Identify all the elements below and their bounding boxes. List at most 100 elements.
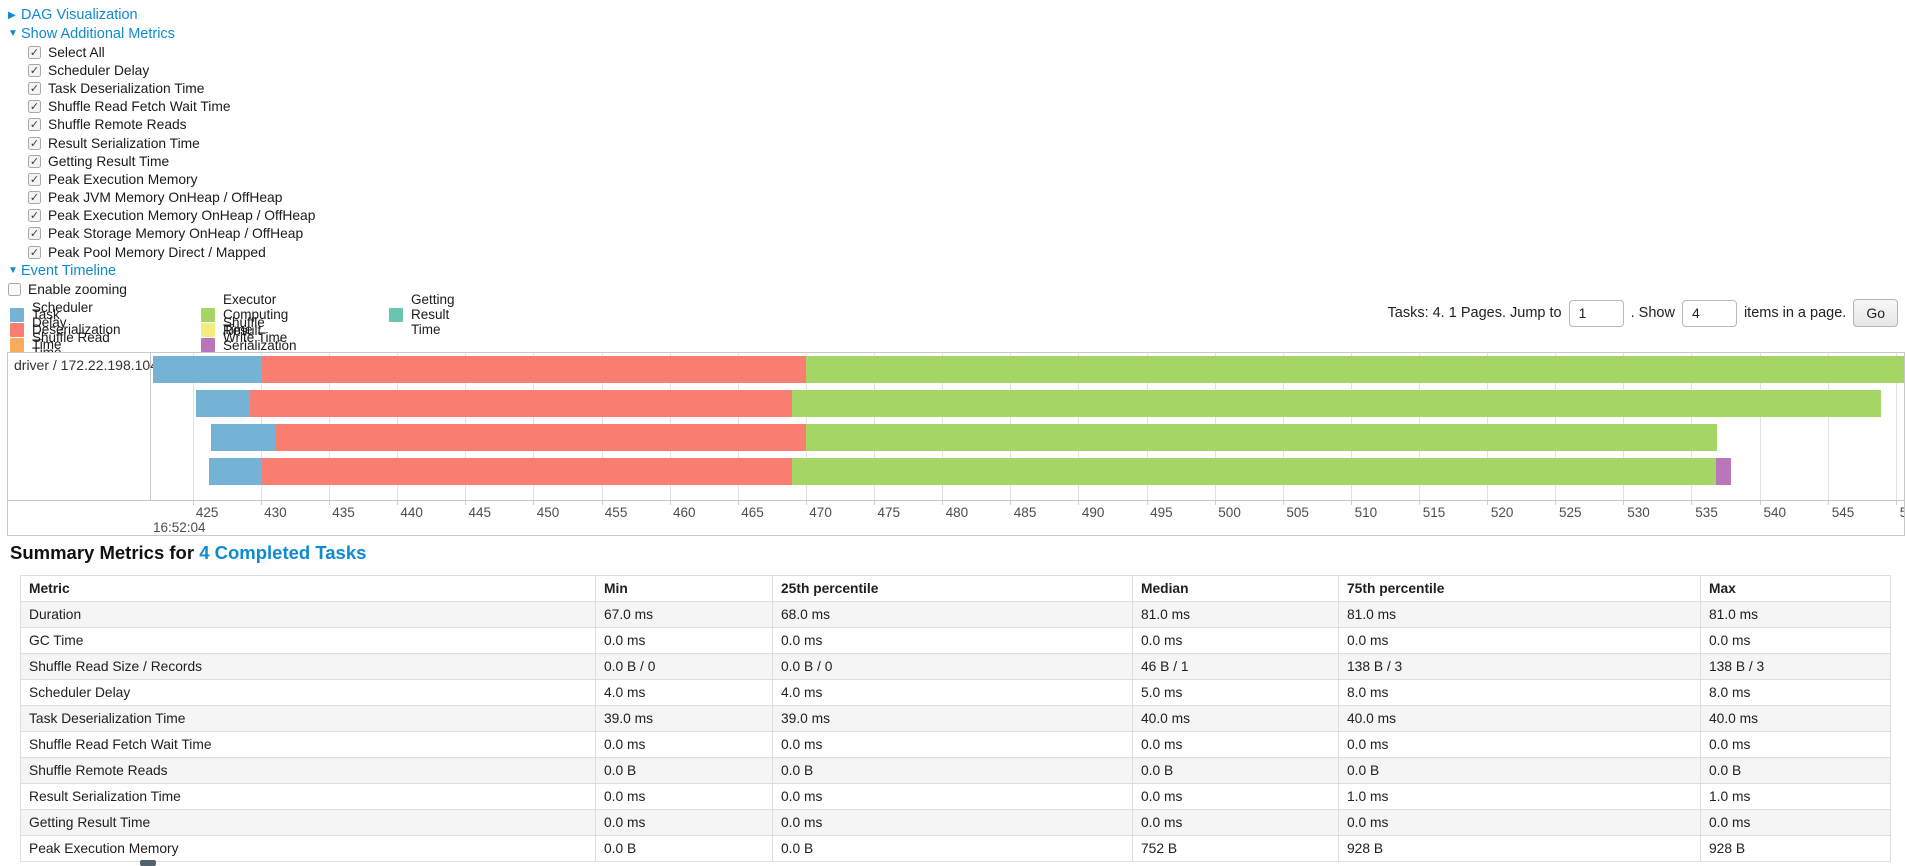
axis-tick bbox=[1623, 500, 1625, 505]
summary-metric-name: Scheduler Delay bbox=[20, 679, 596, 706]
result-serialization-swatch-icon bbox=[201, 338, 215, 353]
metric-checkbox-label: Peak Pool Memory Direct / Mapped bbox=[48, 244, 266, 260]
summary-header-cell: Metric bbox=[20, 575, 596, 602]
checkbox-icon[interactable]: ✓ bbox=[28, 227, 41, 241]
summary-cell: 0.0 ms bbox=[1132, 783, 1339, 810]
axis-tick-label: 455 bbox=[604, 505, 628, 520]
jump-to-page-input[interactable] bbox=[1568, 299, 1624, 327]
tasks-count-label: Tasks: 4. 1 Pages. Jump to bbox=[1387, 305, 1562, 321]
axis-tick-label: 500 bbox=[1218, 505, 1241, 520]
summary-cell: 4.0 ms bbox=[772, 679, 1133, 706]
timeline-bar-segment-task-deserialization[interactable] bbox=[275, 424, 806, 451]
completed-tasks-link[interactable]: 4 Completed Tasks bbox=[199, 542, 367, 563]
metric-checkbox-item: ✓ Select All bbox=[28, 43, 315, 61]
axis-tick-label: 540 bbox=[1763, 505, 1787, 520]
dag-visualization-toggle[interactable]: ▶ DAG Visualization bbox=[8, 6, 315, 25]
summary-metric-name: Peak Execution Memory bbox=[20, 835, 596, 862]
timeline-task-row bbox=[152, 390, 1904, 417]
legend-item: Shuffle Read Time bbox=[10, 330, 121, 360]
summary-cell: 0.0 ms bbox=[1132, 731, 1339, 758]
checkbox-icon[interactable]: ✓ bbox=[28, 136, 41, 150]
summary-metric-name: Duration bbox=[20, 601, 596, 628]
axis-tick bbox=[1078, 500, 1080, 505]
event-timeline-toggle[interactable]: ▼ Event Timeline bbox=[8, 261, 315, 280]
axis-tick bbox=[329, 500, 331, 505]
summary-cell: 0.0 ms bbox=[595, 731, 773, 758]
axis-tick-label: 520 bbox=[1490, 505, 1514, 520]
summary-cell: 4.0 ms bbox=[595, 679, 773, 706]
axis-tick bbox=[805, 500, 807, 505]
checkbox-icon[interactable]: ✓ bbox=[28, 172, 41, 186]
metric-checkbox-label: Shuffle Read Fetch Wait Time bbox=[48, 99, 231, 115]
summary-cell: 39.0 ms bbox=[595, 705, 773, 732]
axis-tick bbox=[533, 500, 535, 505]
go-button[interactable]: Go bbox=[1853, 299, 1898, 327]
timeline-bar-segment-executor-computing[interactable] bbox=[805, 356, 1904, 383]
partially-visible-element-below bbox=[140, 860, 156, 866]
axis-tick-label: 470 bbox=[809, 505, 832, 520]
timeline-bar-segment-executor-computing[interactable] bbox=[792, 390, 1881, 417]
summary-cell: 0.0 B bbox=[595, 757, 773, 784]
timeline-bar-segment-executor-computing[interactable] bbox=[792, 458, 1716, 485]
axis-tick bbox=[669, 500, 671, 505]
shuffle-write-swatch-icon bbox=[201, 322, 215, 337]
summary-cell: 0.0 ms bbox=[772, 809, 1133, 836]
checkbox-icon[interactable]: ✓ bbox=[28, 100, 41, 114]
axis-tick-label: 535 bbox=[1695, 505, 1718, 520]
metric-checkbox-item: ✓ Shuffle Remote Reads bbox=[28, 116, 315, 134]
axis-tick bbox=[1418, 500, 1420, 505]
timeline-bar-segment-task-deserialization[interactable] bbox=[262, 356, 806, 383]
summary-metric-name: Result Serialization Time bbox=[20, 783, 596, 810]
summary-cell: 40.0 ms bbox=[1700, 705, 1891, 732]
checkbox-icon[interactable]: ✓ bbox=[28, 154, 41, 168]
legend-item: Executor Computing Time bbox=[201, 292, 297, 337]
gridline bbox=[192, 353, 194, 500]
metric-checkbox-item: ✓ Peak Execution Memory OnHeap / OffHeap bbox=[28, 207, 315, 225]
timeline-task-row bbox=[152, 458, 1904, 485]
metric-checkbox-label: Peak JVM Memory OnHeap / OffHeap bbox=[48, 190, 283, 206]
axis-tick bbox=[397, 500, 399, 505]
collapsed-arrow-icon: ▶ bbox=[8, 9, 16, 21]
summary-table-row: Scheduler Delay 4.0 ms 4.0 ms 5.0 ms 8.0 ms 8… bbox=[20, 679, 1891, 706]
checkbox-icon[interactable]: ✓ bbox=[28, 245, 41, 259]
show-additional-metrics-link[interactable]: Show Additional Metrics bbox=[21, 25, 175, 42]
checkbox-icon[interactable]: ✓ bbox=[28, 209, 41, 223]
timeline-bar-segment-result-serialization[interactable] bbox=[1715, 458, 1731, 485]
legend-label: Task Deserialization Time bbox=[32, 307, 121, 353]
metric-checkbox-item: ✓ Peak JVM Memory OnHeap / OffHeap bbox=[28, 189, 315, 207]
enable-zooming-checkbox[interactable] bbox=[8, 282, 21, 296]
summary-table-row: Shuffle Read Fetch Wait Time 0.0 ms 0.0 ms… bbox=[20, 731, 1891, 758]
axis-tick-label: 495 bbox=[1150, 505, 1173, 520]
timeline-bar-segment-task-deserialization[interactable] bbox=[250, 390, 793, 417]
summary-cell: 0.0 ms bbox=[595, 627, 773, 654]
event-timeline-link[interactable]: Event Timeline bbox=[21, 262, 117, 279]
checkbox-icon[interactable]: ✓ bbox=[28, 191, 41, 205]
dag-visualization-link[interactable]: DAG Visualization bbox=[21, 7, 138, 24]
checkbox-icon[interactable]: ✓ bbox=[28, 81, 41, 95]
checkbox-icon[interactable]: ✓ bbox=[28, 45, 41, 59]
gridline bbox=[1759, 353, 1761, 500]
summary-cell: 0.0 B bbox=[1700, 757, 1891, 784]
timeline-bar-segment-task-deserialization[interactable] bbox=[262, 458, 793, 485]
checkbox-icon[interactable]: ✓ bbox=[28, 63, 41, 77]
summary-cell: 40.0 ms bbox=[1132, 705, 1339, 732]
items-per-page-input[interactable] bbox=[1681, 299, 1737, 327]
checkbox-icon[interactable]: ✓ bbox=[28, 118, 41, 132]
axis-tick bbox=[1487, 500, 1489, 505]
summary-cell: 0.0 ms bbox=[1700, 809, 1891, 836]
gridline bbox=[1827, 353, 1829, 500]
metric-checkbox-label: Result Serialization Time bbox=[48, 135, 200, 151]
timeline-bar-segment-scheduler-delay[interactable] bbox=[209, 458, 263, 485]
metric-checkbox-item: ✓ Result Serialization Time bbox=[28, 134, 315, 152]
timeline-bar-segment-scheduler-delay[interactable] bbox=[195, 390, 251, 417]
timeline-bar-segment-executor-computing[interactable] bbox=[805, 424, 1718, 451]
axis-tick-label: 465 bbox=[741, 505, 764, 520]
timeline-bar-segment-scheduler-delay[interactable] bbox=[210, 424, 276, 451]
timeline-group-panel: driver / 172.22.198.104 bbox=[8, 353, 158, 500]
axis-tick bbox=[874, 500, 876, 505]
summary-cell: 0.0 B bbox=[595, 835, 773, 862]
axis-tick-label: 545 bbox=[1831, 505, 1855, 520]
summary-cell: 0.0 ms bbox=[1338, 627, 1701, 654]
show-additional-metrics-toggle[interactable]: ▼ Show Additional Metrics bbox=[8, 25, 315, 44]
timeline-bar-segment-scheduler-delay[interactable] bbox=[153, 356, 263, 383]
